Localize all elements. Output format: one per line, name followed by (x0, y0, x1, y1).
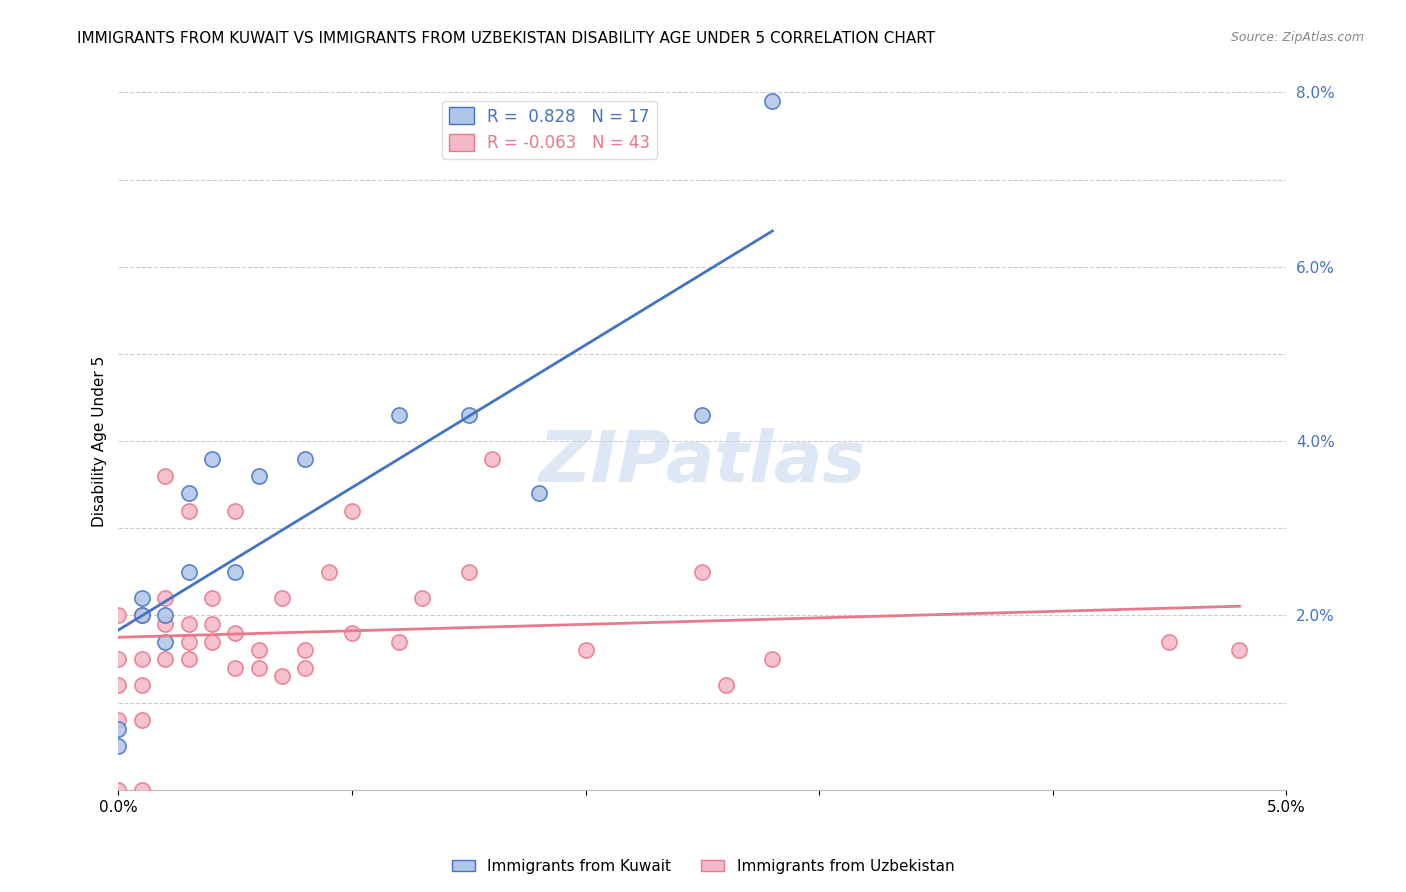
Point (1159, 634, 1181, 648)
Point (131, 782, 153, 797)
Point (247, 469, 270, 483)
Point (107, 782, 129, 797)
Point (131, 652, 153, 666)
Point (761, 652, 783, 666)
Point (271, 669, 294, 683)
Point (294, 451, 316, 466)
Point (153, 652, 176, 666)
Point (177, 652, 200, 666)
Point (224, 565, 246, 579)
Point (153, 634, 176, 648)
Point (107, 652, 129, 666)
Point (481, 451, 503, 466)
Point (131, 591, 153, 605)
Point (1229, 643, 1251, 657)
Text: Source: ZipAtlas.com: Source: ZipAtlas.com (1230, 31, 1364, 45)
Point (761, 94, 783, 108)
Point (201, 617, 224, 632)
Point (153, 608, 176, 623)
Point (294, 643, 316, 657)
Point (224, 661, 246, 675)
Point (388, 634, 411, 648)
Point (318, 565, 340, 579)
Point (107, 608, 129, 623)
Legend: R =  0.828   N = 17, R = -0.063   N = 43: R = 0.828 N = 17, R = -0.063 N = 43 (441, 101, 657, 159)
Point (107, 713, 129, 727)
Point (714, 678, 737, 692)
Point (340, 626, 363, 640)
Text: IMMIGRANTS FROM KUWAIT VS IMMIGRANTS FROM UZBEKISTAN DISABILITY AGE UNDER 5 CORR: IMMIGRANTS FROM KUWAIT VS IMMIGRANTS FRO… (77, 31, 935, 46)
Point (294, 661, 316, 675)
Point (411, 591, 433, 605)
Point (107, 739, 129, 754)
Point (247, 643, 270, 657)
Point (131, 608, 153, 623)
Point (177, 486, 200, 500)
Point (692, 565, 714, 579)
Point (177, 504, 200, 518)
Point (131, 713, 153, 727)
Point (224, 504, 246, 518)
Legend: Immigrants from Kuwait, Immigrants from Uzbekistan: Immigrants from Kuwait, Immigrants from … (446, 853, 960, 880)
Point (457, 408, 479, 422)
Point (107, 678, 129, 692)
Point (153, 469, 176, 483)
Text: ZIPatlas: ZIPatlas (538, 427, 866, 497)
Point (271, 591, 294, 605)
Point (177, 634, 200, 648)
Point (527, 486, 550, 500)
Point (574, 643, 596, 657)
Point (201, 634, 224, 648)
Point (153, 617, 176, 632)
Point (153, 591, 176, 605)
Point (247, 661, 270, 675)
Point (177, 617, 200, 632)
Point (340, 504, 363, 518)
Y-axis label: Disability Age Under 5: Disability Age Under 5 (93, 356, 107, 526)
Point (692, 408, 714, 422)
Point (107, 722, 129, 736)
Point (201, 451, 224, 466)
Point (131, 678, 153, 692)
Point (457, 565, 479, 579)
Point (131, 608, 153, 623)
Point (388, 408, 411, 422)
Point (224, 626, 246, 640)
Point (177, 565, 200, 579)
Point (201, 591, 224, 605)
